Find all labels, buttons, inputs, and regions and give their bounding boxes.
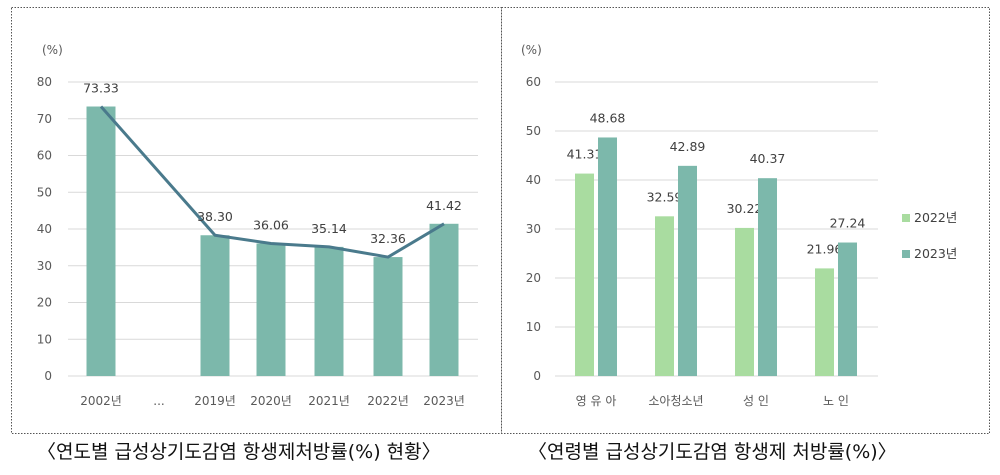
y-tick-label: 20: [526, 271, 541, 285]
bar: [200, 235, 230, 376]
x-tick-label: 2021년: [308, 394, 350, 408]
age-group-chart: (%) 0 10 20 30 40 50 60 영 유 아 소아청소년 성 인 노 인 41.31 32.…: [521, 43, 957, 408]
bar: [598, 137, 617, 376]
y-tick-label: 50: [526, 124, 541, 138]
yearly-chart: (%) 0 10 20 30 40 50 60 70 80 2002년... 2019년 2020년 20…: [37, 43, 478, 408]
bar: [655, 216, 674, 376]
x-tick-label: 소아청소년: [648, 394, 703, 408]
y-tick-label: 10: [37, 332, 52, 346]
legend-swatch: [902, 214, 910, 222]
right-panel-border: [501, 7, 990, 434]
x-tick-label: ...: [153, 394, 164, 408]
data-label: 42.89: [670, 139, 706, 154]
bar: [735, 227, 754, 376]
y-tick-label: 60: [37, 149, 52, 163]
x-tick-label: 2020년: [250, 394, 292, 408]
legend-label: 2023년: [914, 246, 957, 261]
trend-line: [99, 105, 445, 259]
data-label: 73.33: [83, 81, 119, 96]
data-label: 40.37: [750, 151, 786, 166]
data-label: 36.06: [253, 217, 289, 232]
y-tick-label: 80: [37, 75, 52, 89]
data-label: 41.42: [426, 198, 462, 213]
bar: [256, 243, 286, 376]
data-label: 27.24: [830, 216, 866, 231]
y-axis-unit: (%): [42, 43, 63, 57]
age-chart-title: 〈연령별 급성상기도감염 항생제 처방률(%)〉: [528, 441, 897, 463]
y-axis-unit: (%): [521, 43, 542, 57]
data-label: 32.59: [647, 189, 683, 204]
data-label: 38.30: [197, 209, 233, 224]
bar: [314, 246, 344, 376]
y-tick-label: 40: [526, 173, 541, 187]
x-tick-label: 2022년: [367, 394, 409, 408]
y-tick-label: 30: [37, 259, 52, 273]
data-label: 32.36: [370, 231, 406, 246]
bar: [86, 106, 116, 376]
y-tick-label: 20: [37, 296, 52, 310]
bar: [815, 268, 834, 376]
x-tick-label: 2002년: [80, 394, 122, 408]
y-tick-label: 30: [526, 222, 541, 236]
legend-swatch: [902, 250, 910, 258]
legend-label: 2022년: [914, 210, 957, 225]
bar: [758, 178, 777, 376]
data-label: 41.31: [567, 147, 603, 162]
y-tick-label: 0: [533, 369, 541, 383]
x-tick-label: 성 인: [743, 394, 769, 408]
y-tick-label: 40: [37, 222, 52, 236]
data-label: 30.22: [727, 201, 763, 216]
x-tick-label: 노 인: [823, 394, 849, 408]
data-label: 21.96: [807, 241, 843, 256]
bar: [678, 165, 697, 376]
yearly-chart-title: 〈연도별 급성상기도감염 항생제처방률(%) 현황〉: [37, 441, 441, 463]
y-tick-label: 0: [44, 369, 52, 383]
y-tick-label: 70: [37, 112, 52, 126]
x-tick-label: 2023년: [423, 394, 465, 408]
y-tick-label: 60: [526, 75, 541, 89]
x-tick-label: 2019년: [194, 394, 236, 408]
data-label: 48.68: [590, 110, 626, 125]
x-tick-label: 영 유 아: [576, 394, 617, 408]
bar: [373, 257, 403, 376]
bar: [575, 173, 594, 376]
data-label: 35.14: [311, 221, 347, 236]
y-tick-label: 10: [526, 320, 541, 334]
y-tick-label: 50: [37, 185, 52, 199]
bar: [838, 242, 857, 376]
bar: [429, 223, 459, 376]
